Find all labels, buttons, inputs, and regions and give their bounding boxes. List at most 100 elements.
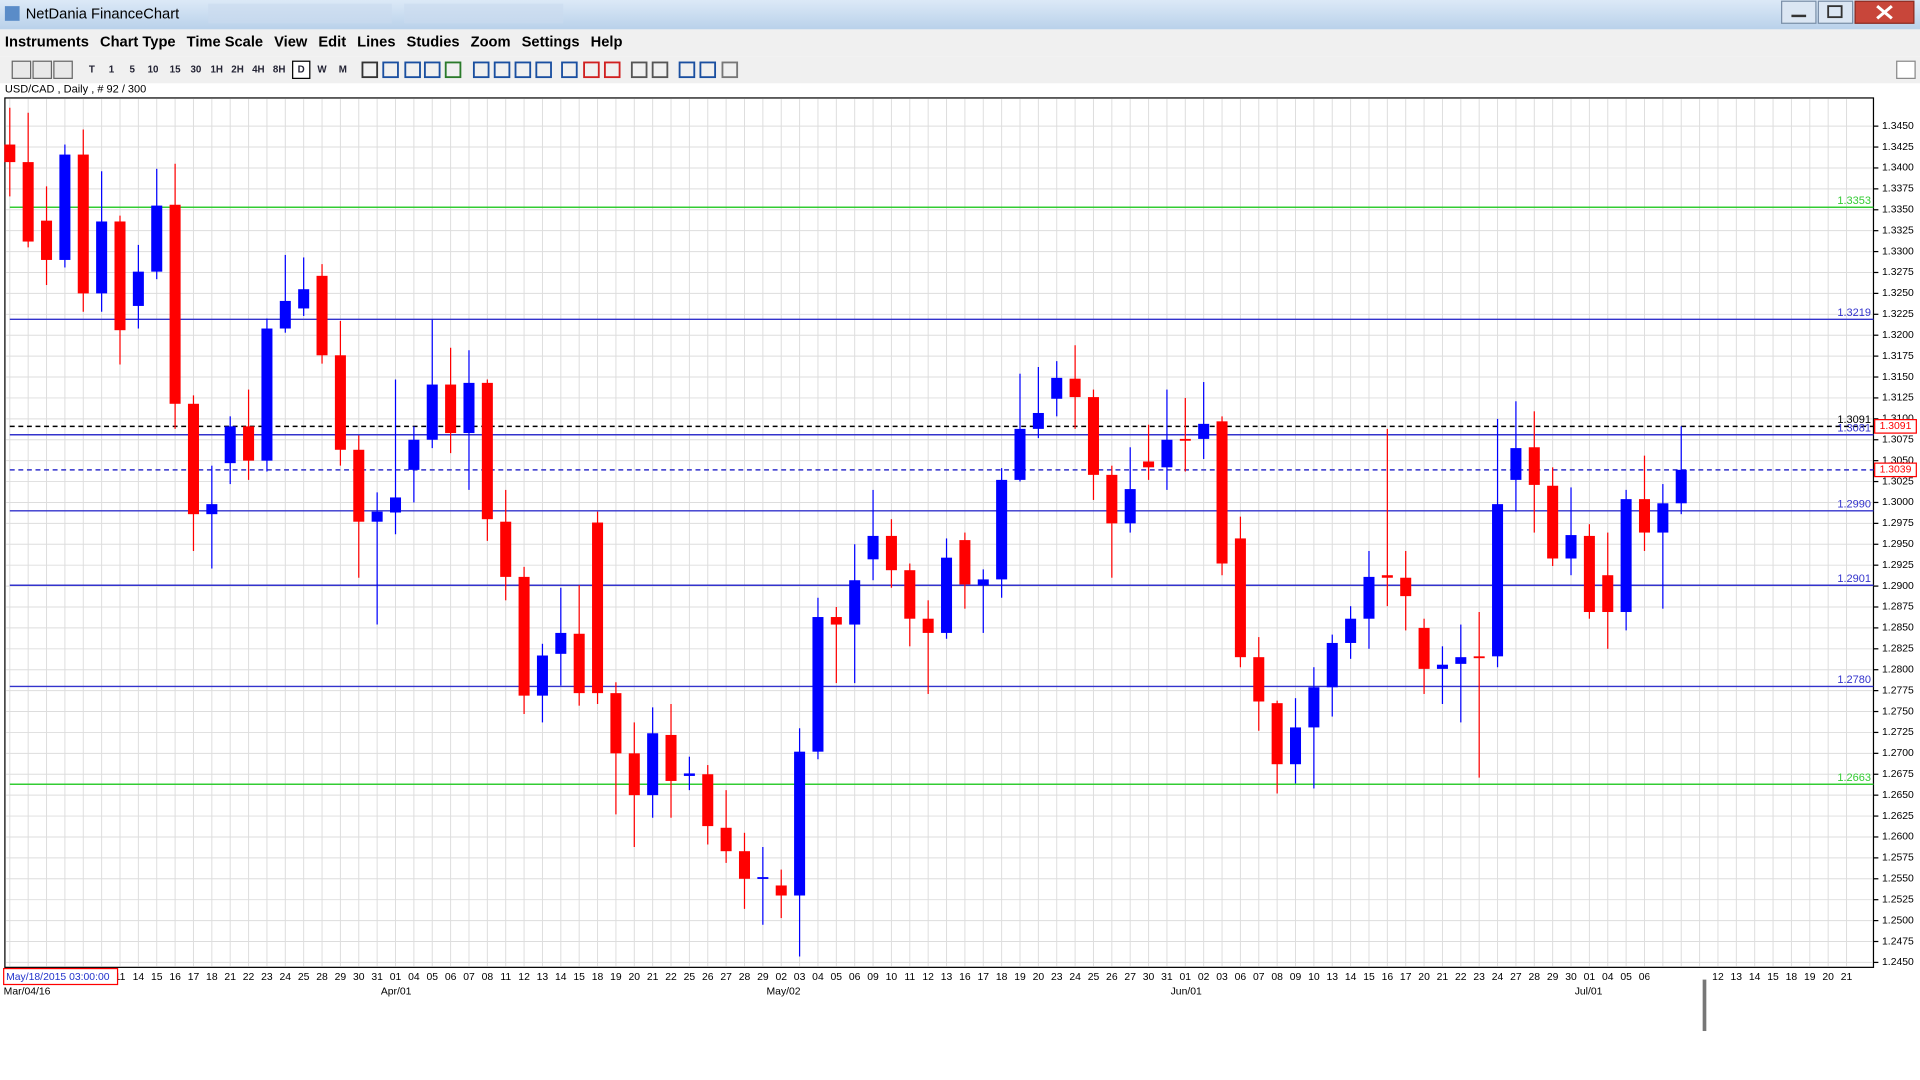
x-tick-label: 11 bbox=[500, 972, 511, 983]
y-tick-label: 1.2900 bbox=[1882, 581, 1914, 592]
candles bbox=[4, 107, 1687, 957]
toolbar-button[interactable]: 8H bbox=[273, 64, 286, 75]
month-label: May/02 bbox=[767, 987, 801, 998]
toolbar-button[interactable]: W bbox=[317, 64, 327, 75]
menu-item[interactable]: Settings bbox=[522, 35, 580, 51]
x-tick-label: 21 bbox=[224, 972, 236, 983]
toolbar-icon[interactable] bbox=[493, 61, 511, 79]
x-tick-label: 23 bbox=[261, 972, 273, 983]
toolbar-icon[interactable] bbox=[561, 61, 578, 79]
toolbar-button[interactable]: 5 bbox=[130, 64, 136, 75]
toolbar-icon[interactable] bbox=[514, 61, 532, 79]
close-glyph bbox=[1876, 4, 1893, 20]
candle-body bbox=[1436, 664, 1448, 669]
menu-item[interactable]: Zoom bbox=[471, 35, 511, 51]
toolbar-button[interactable]: 10 bbox=[148, 64, 159, 75]
x-tick-label: 10 bbox=[886, 972, 898, 983]
x-tick-label: 05 bbox=[831, 972, 843, 983]
menu-item[interactable]: Lines bbox=[357, 35, 395, 51]
y-tick-label: 1.3225 bbox=[1882, 309, 1914, 320]
candle-body bbox=[996, 479, 1008, 580]
toolbar bbox=[0, 56, 1920, 84]
menu-item[interactable]: Chart Type bbox=[100, 35, 176, 51]
x-tick-label: 01 bbox=[390, 972, 402, 983]
x-tick-label: 14 bbox=[133, 972, 145, 983]
toolbar-icon[interactable] bbox=[404, 61, 421, 79]
x-tick-label: 16 bbox=[169, 972, 181, 983]
toolbar-icon[interactable] bbox=[721, 61, 739, 79]
level-label: 1.3353 bbox=[1837, 195, 1871, 207]
toolbar-icon[interactable] bbox=[651, 61, 669, 79]
toolbar-icon[interactable] bbox=[32, 60, 53, 79]
x-tick-label: 15 bbox=[573, 972, 585, 983]
candle-body bbox=[59, 154, 71, 260]
x-tick-label: 27 bbox=[1124, 972, 1136, 983]
x-tick-label: 31 bbox=[1161, 972, 1173, 983]
maximize-button[interactable] bbox=[1817, 0, 1854, 24]
candle-body bbox=[1657, 503, 1669, 533]
toolbar-icon[interactable] bbox=[678, 61, 696, 79]
toolbar-button[interactable]: D bbox=[298, 64, 305, 75]
x-tick-label: 19 bbox=[1804, 972, 1816, 983]
candle-body bbox=[573, 633, 585, 694]
x-tick-label: 27 bbox=[720, 972, 732, 983]
x-tick-label: 03 bbox=[1216, 972, 1228, 983]
y-tick-label: 1.2500 bbox=[1882, 915, 1914, 926]
menu-item[interactable]: Instruments bbox=[5, 35, 89, 51]
candle-body bbox=[1051, 377, 1063, 399]
x-tick-label: 30 bbox=[353, 972, 365, 983]
toolbar-button[interactable]: 2H bbox=[231, 64, 244, 75]
menu-item[interactable]: Studies bbox=[407, 35, 460, 51]
x-tick-label: 17 bbox=[188, 972, 200, 983]
toolbar-icon[interactable] bbox=[699, 61, 717, 79]
candle-body bbox=[463, 382, 475, 434]
toolbar-icon[interactable] bbox=[423, 61, 441, 79]
y-tick-label: 1.3275 bbox=[1882, 267, 1914, 278]
toolbar-button[interactable]: T bbox=[89, 64, 95, 75]
toolbar-icon[interactable] bbox=[11, 60, 32, 79]
toolbar-icon[interactable] bbox=[53, 60, 73, 79]
x-tick-label: 23 bbox=[1051, 972, 1063, 983]
time-axis: 11 14 15 16 17 18 21 22 23 24 25 28 29 30 31 01 04 05 06 07… bbox=[3, 967, 1853, 1033]
x-tick-label: 22 bbox=[1455, 972, 1467, 983]
candle-body bbox=[757, 877, 769, 879]
toolbar-icon[interactable] bbox=[630, 61, 648, 79]
toolbar-button[interactable]: 15 bbox=[170, 64, 181, 75]
x-tick-label: 18 bbox=[206, 972, 218, 983]
y-tick-label: 1.3375 bbox=[1882, 184, 1914, 195]
candle-body bbox=[1675, 469, 1687, 504]
toolbar-button[interactable]: 30 bbox=[190, 64, 201, 75]
menu-item[interactable]: Edit bbox=[318, 35, 346, 51]
toolbar-button[interactable]: 4H bbox=[252, 64, 265, 75]
toolbar-expand[interactable] bbox=[1896, 60, 1916, 79]
x-tick-label: 17 bbox=[1400, 972, 1412, 983]
y-tick-label: 1.2800 bbox=[1882, 664, 1914, 675]
candle-body bbox=[518, 576, 530, 696]
month-label: Jun/01 bbox=[1171, 987, 1202, 998]
level-label: 1.3219 bbox=[1837, 307, 1871, 319]
candle-body bbox=[1198, 423, 1210, 439]
toolbar-button[interactable]: 1H bbox=[210, 64, 223, 75]
toolbar-icon[interactable] bbox=[603, 61, 621, 79]
toolbar-icon[interactable] bbox=[535, 61, 552, 79]
minimize-button[interactable] bbox=[1781, 0, 1817, 24]
toolbar-icon[interactable] bbox=[361, 61, 379, 79]
toolbar-icon[interactable] bbox=[472, 61, 490, 79]
toolbar-icon[interactable] bbox=[382, 61, 399, 79]
menu-item[interactable]: Time Scale bbox=[187, 35, 263, 51]
toolbar-button[interactable]: M bbox=[339, 64, 347, 75]
toolbar-icon[interactable] bbox=[583, 61, 600, 79]
x-tick-label: 11 bbox=[904, 972, 915, 983]
toolbar-icon[interactable] bbox=[444, 61, 462, 79]
tab-ghost bbox=[404, 3, 564, 24]
menu-item[interactable]: Help bbox=[591, 35, 623, 51]
toolbar-button[interactable]: 1 bbox=[109, 64, 115, 75]
level-label: 1.2901 bbox=[1837, 573, 1871, 585]
x-tick-label: 11 bbox=[115, 972, 126, 983]
x-tick-label: 01 bbox=[1584, 972, 1596, 983]
menu-item[interactable]: View bbox=[274, 35, 308, 51]
x-tick-label: 31 bbox=[371, 972, 383, 983]
x-tick-label: 13 bbox=[1326, 972, 1338, 983]
candle-body bbox=[849, 580, 861, 625]
candle-body bbox=[555, 632, 567, 654]
